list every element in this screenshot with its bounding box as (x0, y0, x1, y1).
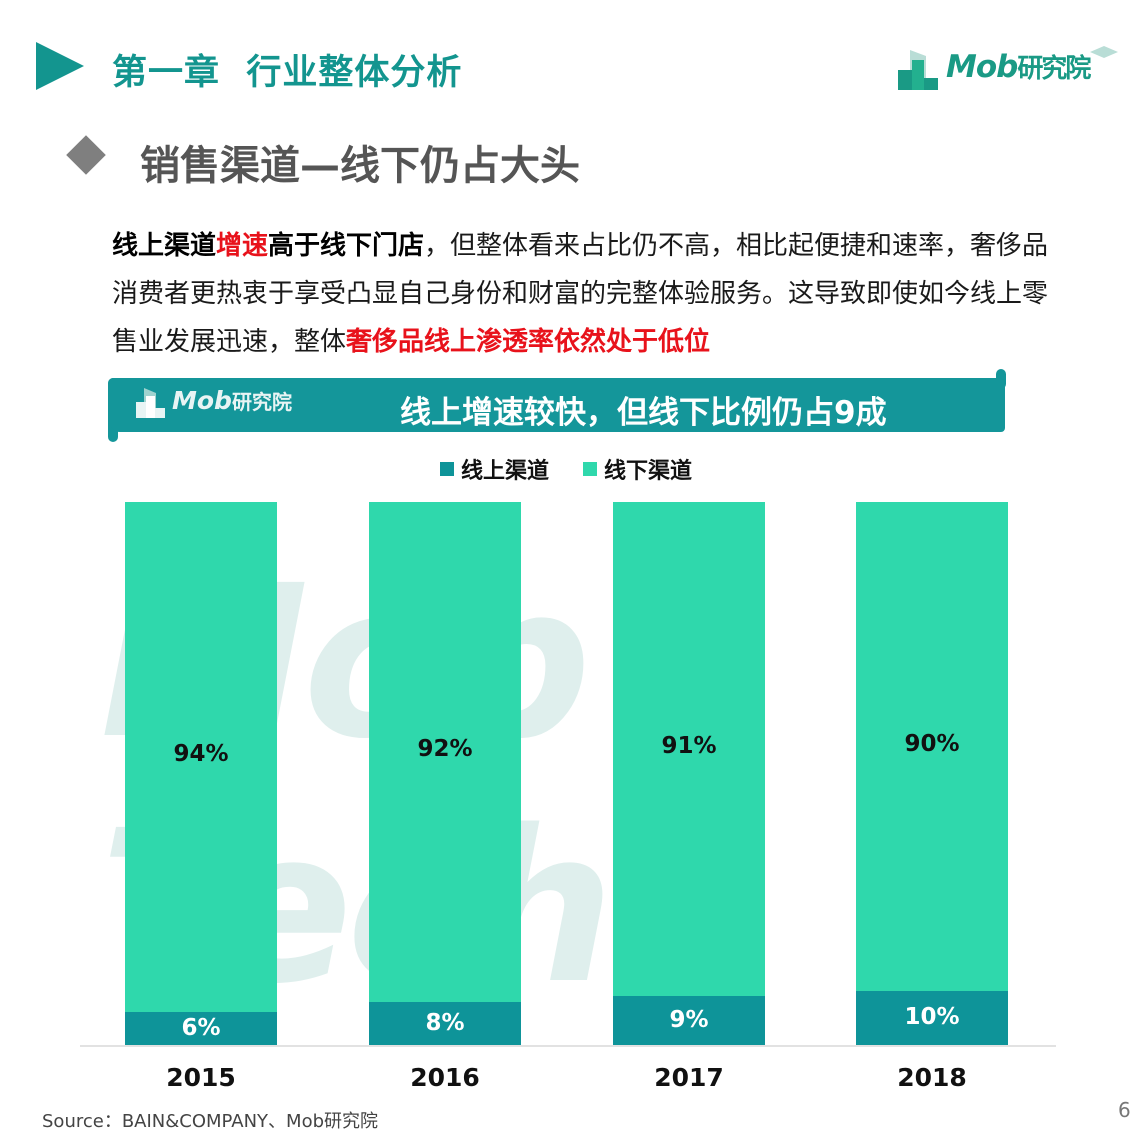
bar-segment-online (856, 991, 1008, 1045)
text-body: ，但整体看来占比仍不高，相比起便捷和速率，奢侈品消费者更热衷于享受凸显自己身份和… (112, 231, 1049, 357)
bar-2015: 94% 6% (125, 502, 277, 1045)
data-label-online: 9% (669, 1006, 709, 1033)
bar-2018: 90% 10% (856, 502, 1008, 1045)
text-penetration-highlight: 奢侈品线上渗透率依然处于低位 (346, 327, 711, 357)
data-label-offline: 90% (904, 730, 960, 757)
chapter-title: 第一章 行业整体分析 (112, 53, 463, 93)
chapter-arrow-icon (36, 42, 84, 90)
data-label-offline: 91% (661, 733, 717, 759)
x-tick-label: 2017 (654, 1063, 724, 1092)
bar-segment-online (369, 1002, 521, 1045)
chart-title-banner (110, 378, 1005, 432)
description-paragraph: 线上渠道增速高于线下门店，但整体看来占比仍不高，相比起便捷和速率，奢侈品消费者更… (112, 222, 1062, 366)
data-label-online: 6% (181, 1014, 221, 1041)
data-label-offline: 94% (173, 741, 229, 767)
legend-label-offline: 线下渠道 (604, 459, 693, 484)
bar-segment-offline (369, 502, 521, 1002)
source-note: Source：BAIN&COMPANY、Mob研究院 (42, 1111, 379, 1132)
text-higher-than-stores: 高于线下门店 (268, 231, 425, 261)
building-logo-icon (898, 50, 938, 90)
legend-swatch-online (440, 462, 454, 476)
chart-title: 线上增速较快，但线下比例仍占9成 (400, 395, 887, 431)
legend-item-online: 线上渠道 (440, 453, 549, 485)
data-label-offline: 92% (417, 736, 473, 762)
legend-label-online: 线上渠道 (461, 459, 550, 484)
data-label-online: 8% (425, 1009, 465, 1036)
text-online-channel: 线上渠道 (112, 231, 217, 261)
legend-swatch-offline (583, 462, 598, 476)
bar-2016: 92% 8% (369, 502, 521, 1045)
bar-segment-offline (125, 502, 277, 1012)
graduation-cap-icon (1090, 46, 1118, 58)
chart-legend: 线上渠道 线下渠道 (440, 454, 692, 484)
banner-logo-text: Mob研究院 (172, 386, 292, 415)
x-tick-label: 2015 (166, 1063, 236, 1092)
bar-2017: 91% 9% (613, 502, 765, 1045)
diamond-bullet-icon (66, 135, 106, 175)
brand-logo-text: Mob研究院 (946, 49, 1091, 85)
legend-item-offline: 线下渠道 (583, 453, 692, 485)
brand-logo (896, 46, 1116, 90)
stacked-bar-chart: 94% 6% 92% 8% 91% 9% 90% 10% (80, 502, 1056, 1047)
bar-segment-offline (613, 502, 765, 996)
bar-segment-offline (856, 502, 1008, 991)
data-label-online: 10% (904, 1004, 960, 1030)
x-axis-line (80, 1045, 1056, 1047)
x-tick-label: 2018 (897, 1063, 967, 1092)
x-tick-label: 2016 (410, 1063, 480, 1092)
bar-segment-online (125, 1012, 277, 1045)
bar-segment-online (613, 996, 765, 1045)
text-growth-highlight: 增速 (216, 231, 269, 261)
banner-building-logo-icon (136, 388, 165, 418)
page-number: 6 (1118, 1098, 1131, 1122)
section-title: 销售渠道—线下仍占大头 (140, 143, 580, 189)
